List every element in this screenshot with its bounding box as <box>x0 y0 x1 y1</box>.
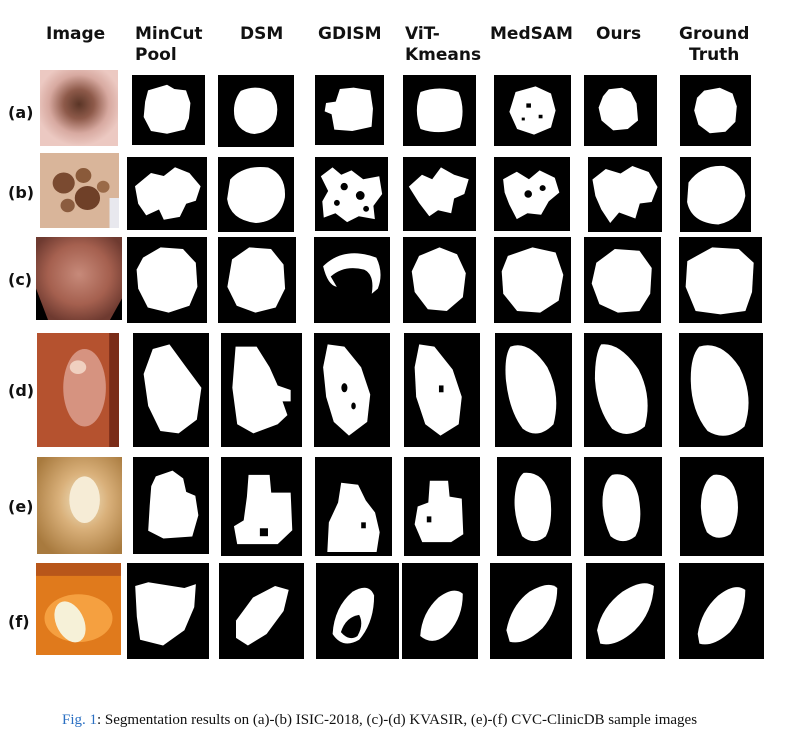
mask-vit-kmeans-d <box>404 333 480 447</box>
mask-dsm-f <box>219 563 304 659</box>
mask-mincutpool-b <box>127 157 207 230</box>
mask-medsam-f <box>490 563 572 659</box>
mask-gdism-b <box>315 157 388 231</box>
column-header-ground-truth: Ground Truth <box>679 24 750 65</box>
mask-ground-truth-d <box>679 333 763 447</box>
source-image-d <box>37 333 119 447</box>
mask-ground-truth-a <box>680 75 751 146</box>
mask-medsam-b <box>494 157 570 231</box>
column-header-mincutpool: MinCut Pool <box>135 24 203 65</box>
row-label-f: (f) <box>8 612 30 631</box>
mask-medsam-e <box>497 457 571 556</box>
mask-dsm-b <box>218 157 294 232</box>
mask-dsm-c <box>218 237 296 323</box>
column-header-ours: Ours <box>596 24 642 44</box>
mask-gdism-e <box>315 457 392 556</box>
source-image-b <box>40 153 119 228</box>
column-header-vit-kmeans: ViT- Kmeans <box>405 24 482 65</box>
mask-mincutpool-a <box>132 75 205 145</box>
source-image-c <box>36 237 122 320</box>
mask-ours-e <box>584 457 662 556</box>
column-header-medsam: MedSAM <box>490 24 573 44</box>
mask-vit-kmeans-a <box>403 75 476 146</box>
column-header-dsm: DSM <box>240 24 284 44</box>
source-image-e <box>37 457 122 554</box>
source-image-a <box>40 70 118 146</box>
mask-vit-kmeans-e <box>404 457 480 556</box>
mask-gdism-c <box>314 237 390 323</box>
mask-gdism-f <box>316 563 399 659</box>
row-label-b: (b) <box>8 183 35 202</box>
figure-label: Fig. 1 <box>62 712 98 728</box>
caption-text: : Segmentation results on (a)-(b) ISIC-2… <box>97 712 698 728</box>
figure-caption: Fig. 1: Segmentation results on (a)-(b) … <box>62 712 807 729</box>
mask-dsm-d <box>221 333 302 447</box>
row-label-c: (c) <box>8 270 33 289</box>
mask-ground-truth-f <box>679 563 764 659</box>
row-label-a: (a) <box>8 103 34 122</box>
mask-ground-truth-b <box>680 157 751 232</box>
mask-mincutpool-f <box>127 563 209 659</box>
mask-ours-a <box>584 75 657 146</box>
mask-gdism-a <box>315 75 384 145</box>
mask-ground-truth-c <box>679 237 762 323</box>
mask-mincutpool-d <box>133 333 209 447</box>
mask-medsam-a <box>494 75 571 146</box>
mask-gdism-d <box>314 333 390 447</box>
mask-ours-b <box>588 157 662 232</box>
mask-ours-c <box>584 237 661 323</box>
mask-mincutpool-c <box>127 237 207 323</box>
mask-ground-truth-e <box>680 457 764 556</box>
mask-dsm-e <box>221 457 302 556</box>
row-label-d: (d) <box>8 381 35 400</box>
mask-medsam-d <box>495 333 572 447</box>
row-label-e: (e) <box>8 497 34 516</box>
column-header-gdism: GDISM <box>318 24 382 44</box>
mask-ours-d <box>584 333 662 447</box>
mask-vit-kmeans-f <box>402 563 478 659</box>
mask-dsm-a <box>218 75 294 147</box>
mask-vit-kmeans-c <box>403 237 476 323</box>
column-header-image: Image <box>46 24 106 44</box>
mask-vit-kmeans-b <box>403 157 476 231</box>
mask-ours-f <box>586 563 665 659</box>
mask-mincutpool-e <box>133 457 209 554</box>
source-image-f <box>36 563 121 655</box>
mask-medsam-c <box>494 237 571 323</box>
